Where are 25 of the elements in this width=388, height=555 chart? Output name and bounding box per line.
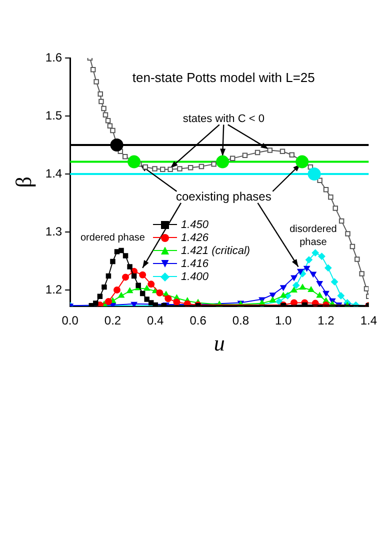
legend-label: 1.450 [181,218,209,230]
y-tick-label: 1.5 [45,108,62,122]
annotation: disordered phase [290,224,337,248]
x-tick-label: 0.4 [147,314,164,328]
x-tick-label: 0.2 [104,314,122,328]
annotation: ordered phase [80,232,146,244]
x-tick-label: 1.0 [275,314,292,328]
x-axis-title: u [214,330,225,356]
legend-label: 1.416 [181,258,209,270]
y-tick-label: 1.6 [45,50,62,64]
legend-label: 1.400 [181,270,209,282]
x-tick-label: 1.4 [360,314,378,328]
x-tick-label: 0.8 [232,314,250,328]
legend-label: 1.421 (critical) [181,244,250,256]
y-tick-label: 1.3 [45,224,62,238]
text: ten-state Potts model with L=25 [132,70,315,85]
x-tick-label: 0.0 [62,314,79,328]
x-tick-label: 0.6 [190,314,207,328]
y-tick-label: 1.2 [45,282,62,296]
legend-label: 1.426 [181,232,209,244]
x-tick-label: 1.2 [318,314,335,328]
annotation: states with C < 0 [182,112,264,125]
y-axis-title: β [10,176,36,188]
annotation: coexisting phases [176,189,272,204]
y-tick-label: 1.4 [45,166,62,180]
